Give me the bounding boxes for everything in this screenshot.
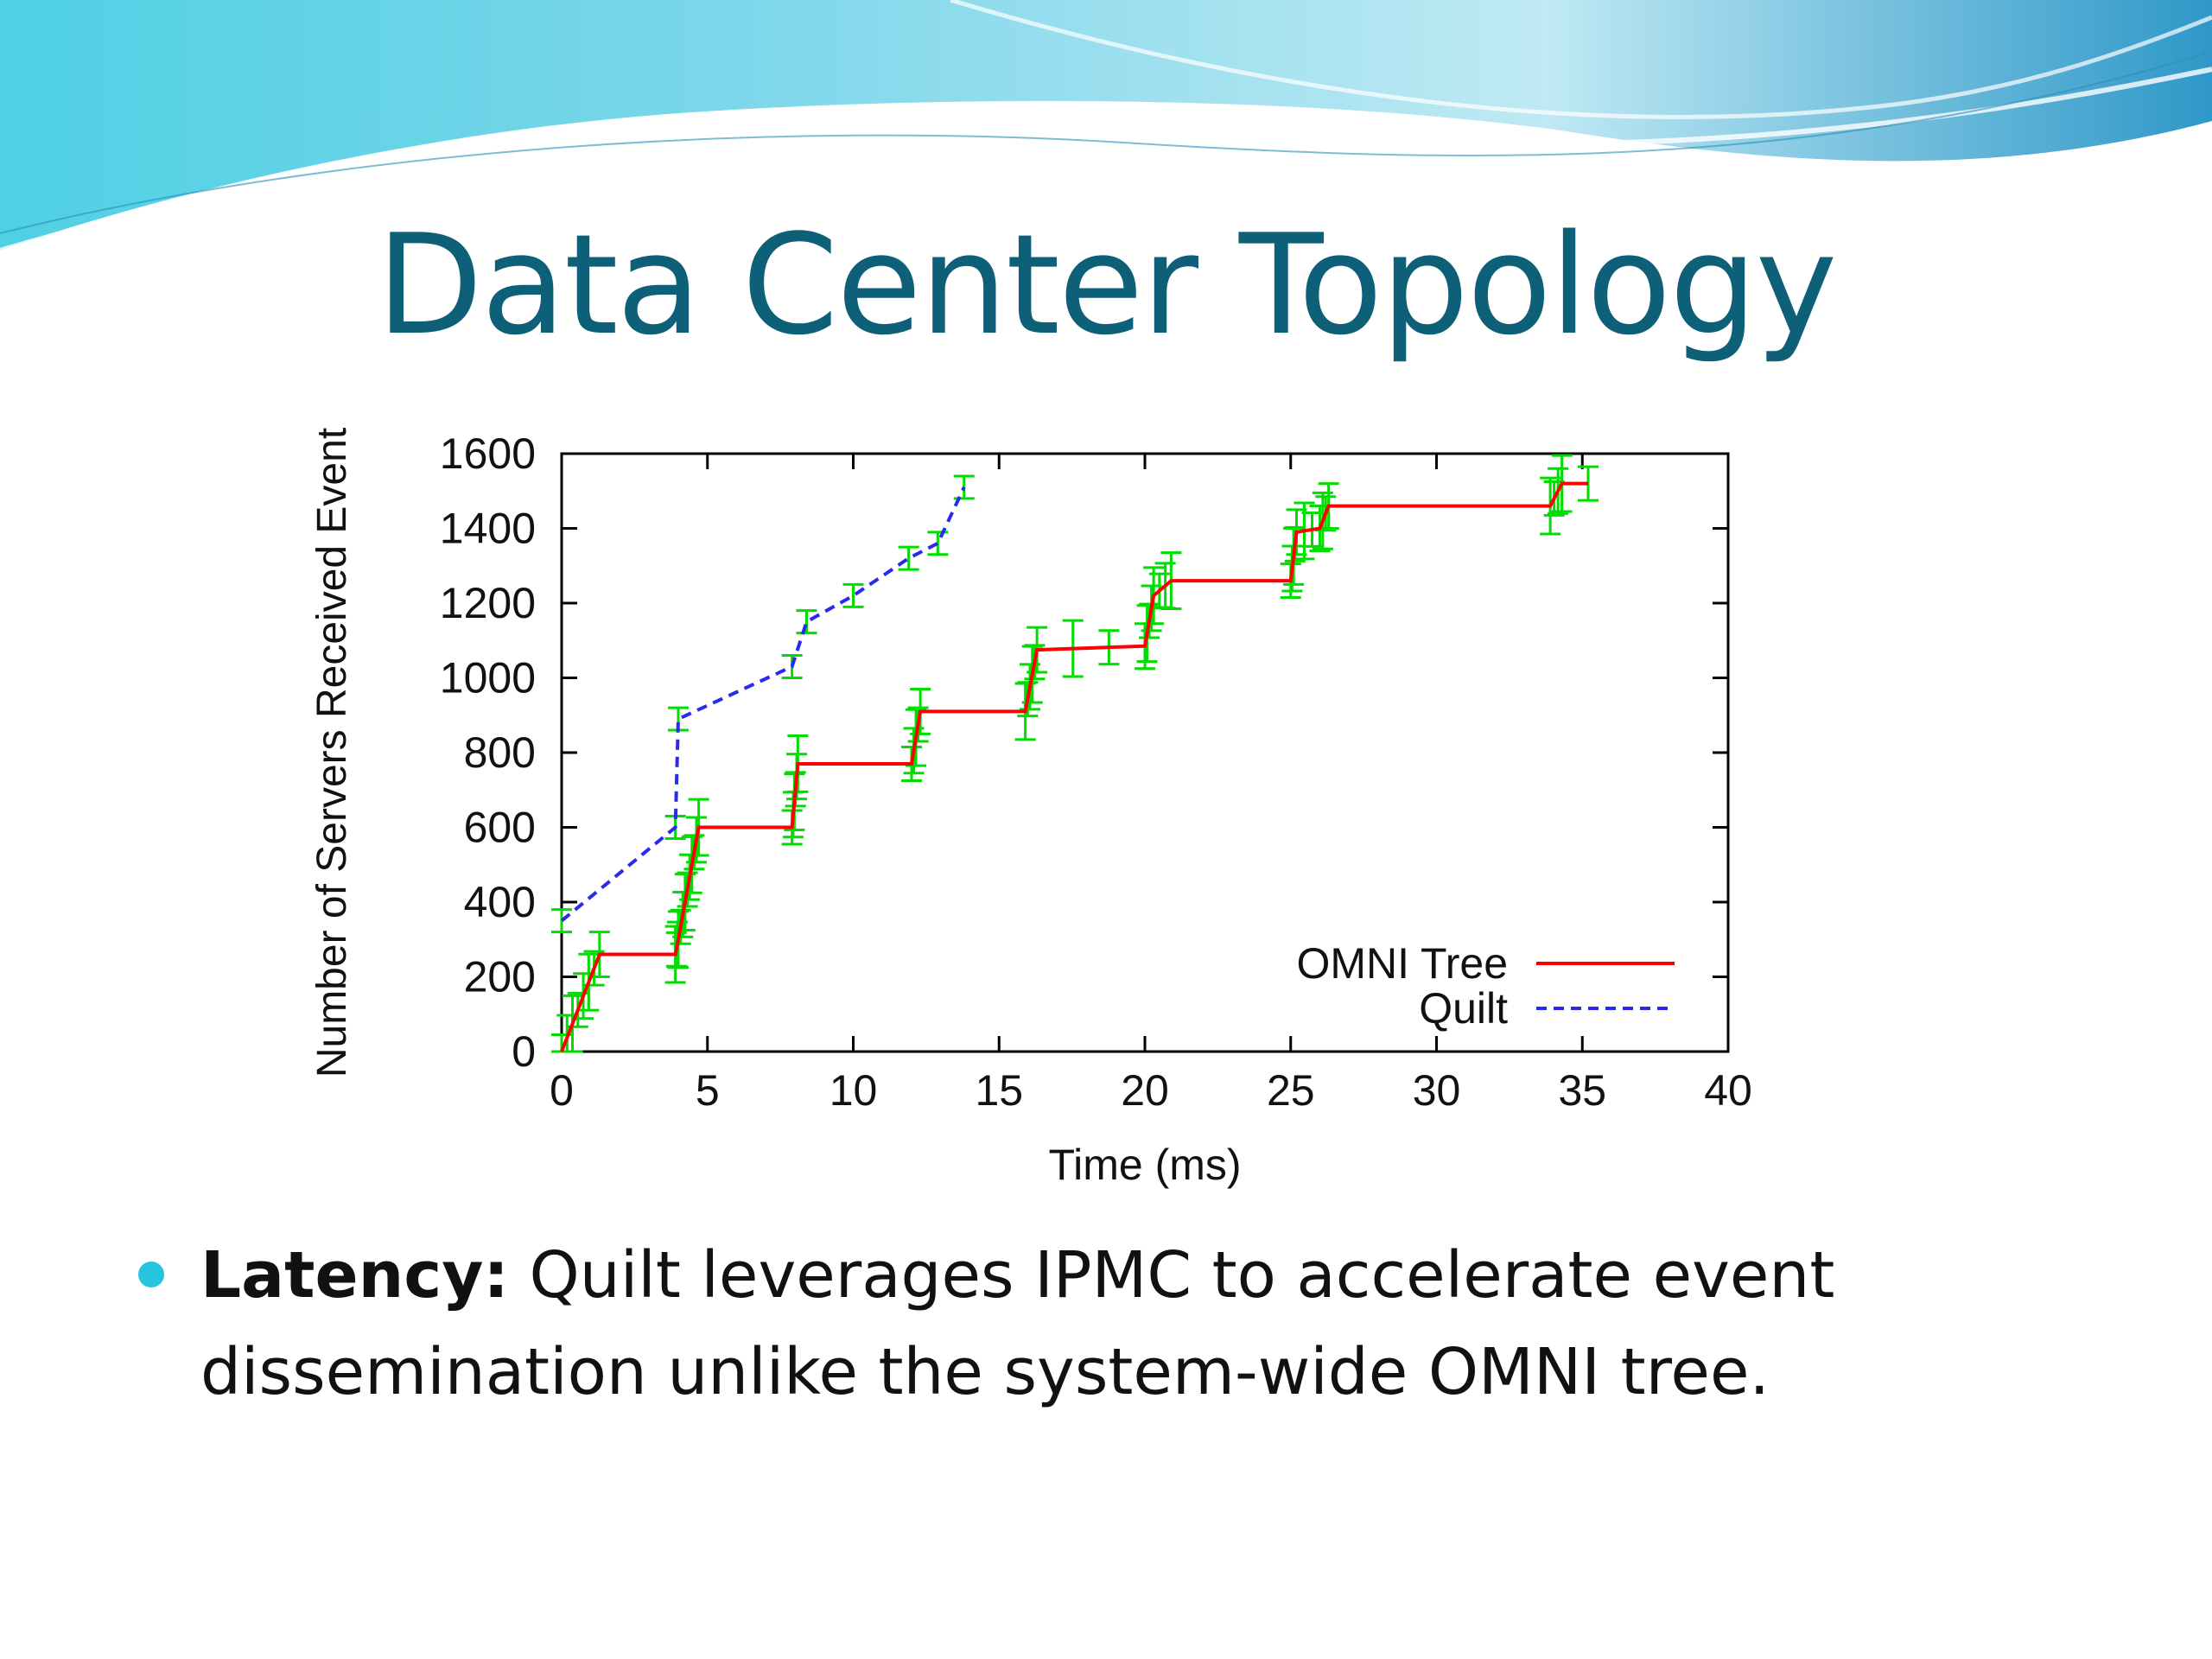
chart-canvas: 0 5 10 15 20 25 30 35 40020040060080010001200140… bbox=[309, 428, 1752, 1189]
bullet-line-1: Quilt leverages IPMC to accelerate event bbox=[509, 1238, 1835, 1313]
header-wave-decoration bbox=[0, 0, 2212, 253]
x-axis-label: Time (ms) bbox=[1048, 1141, 1241, 1189]
bullet-label: Latency: bbox=[200, 1238, 510, 1313]
bullet-text: Latency: Quilt leverages IPMC to acceler… bbox=[200, 1227, 2101, 1421]
legend-label: Quilt bbox=[1419, 984, 1508, 1033]
y-tick-label: 200 bbox=[464, 953, 536, 1001]
x-tick-label: 35 bbox=[1558, 1066, 1606, 1115]
x-tick-label: 20 bbox=[1121, 1066, 1169, 1115]
series-line-omni-tree bbox=[560, 481, 1588, 1052]
x-tick-label: 25 bbox=[1267, 1066, 1315, 1115]
x-tick-label: 40 bbox=[1704, 1066, 1752, 1115]
x-tick-label: 30 bbox=[1413, 1066, 1461, 1115]
y-tick-label: 600 bbox=[464, 804, 536, 852]
y-tick-label: 800 bbox=[464, 728, 536, 777]
x-tick-label: 5 bbox=[696, 1066, 720, 1115]
legend-label: OMNI Tree bbox=[1297, 939, 1508, 988]
y-tick-label: 400 bbox=[464, 878, 536, 926]
y-tick-label: 0 bbox=[512, 1027, 536, 1076]
y-tick-label: 1400 bbox=[440, 505, 536, 553]
slide-title: Data Center Topology bbox=[376, 204, 1838, 365]
bullet-dot-icon bbox=[138, 1262, 164, 1287]
x-tick-label: 0 bbox=[550, 1066, 574, 1115]
latency-chart: 0 5 10 15 20 25 30 35 40 0 200 400 600 800 1000 1200 140… bbox=[259, 372, 1806, 1218]
y-tick-label: 1600 bbox=[440, 429, 536, 478]
y-axis-label: Number of Servers Received Event bbox=[309, 428, 355, 1077]
x-tick-label: 10 bbox=[830, 1066, 878, 1115]
y-tick-label: 1000 bbox=[440, 654, 536, 702]
bullet-line-2: dissemination unlike the system-wide OMN… bbox=[200, 1335, 1770, 1409]
series-line-quilt bbox=[560, 486, 966, 923]
y-tick-label: 1200 bbox=[440, 579, 536, 627]
x-tick-label: 15 bbox=[975, 1066, 1023, 1115]
